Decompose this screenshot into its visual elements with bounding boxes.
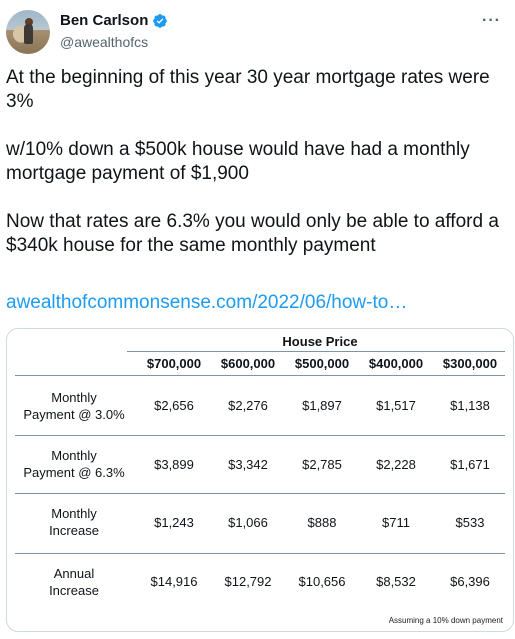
table-cell: $14,916 <box>150 574 198 589</box>
tweet-text: At the beginning of this year 30 year mo… <box>6 66 511 282</box>
author-name-row[interactable]: Ben Carlson <box>60 12 168 29</box>
table-cell: $2,656 <box>154 398 194 413</box>
attached-image-table[interactable]: House Price $700,000 $600,000 $500,000 $… <box>6 328 514 632</box>
table-cell: $10,656 <box>298 574 346 589</box>
table-cell: $3,899 <box>154 457 194 472</box>
table-cell: $533 <box>455 515 485 530</box>
table-cell: $711 <box>382 515 410 530</box>
tweet-paragraph: Now that rates are 6.3% you would only b… <box>6 211 499 256</box>
row-label: Monthly Increase <box>49 506 99 538</box>
row-label: Monthly Payment @ 3.0% <box>23 390 125 422</box>
table-cell: $1,671 <box>450 457 490 472</box>
table-cell: $8,532 <box>376 574 416 589</box>
table-divider <box>15 553 505 554</box>
avatar[interactable] <box>6 10 50 54</box>
column-header: $300,000 <box>442 356 498 371</box>
table-divider <box>15 435 505 436</box>
table-divider <box>15 375 505 376</box>
table-cell: $2,276 <box>228 398 268 413</box>
column-header: $400,000 <box>368 356 424 371</box>
verified-badge-icon <box>153 13 168 28</box>
table-cell: $1,066 <box>228 515 268 530</box>
table-divider <box>127 351 505 352</box>
column-header: $600,000 <box>220 356 276 371</box>
column-header: $500,000 <box>294 356 350 371</box>
table-title: House Price <box>282 334 358 349</box>
table-cell: $2,785 <box>302 457 342 472</box>
table-cell: $2,228 <box>376 457 416 472</box>
article-link[interactable]: awealthofcommonsense.com/2022/06/how-to… <box>6 292 408 313</box>
table-cell: $1,897 <box>302 398 342 413</box>
row-label: Annual Increase <box>49 566 99 598</box>
table-cell: $3,342 <box>228 457 268 472</box>
table-cell: $1,138 <box>450 398 490 413</box>
avatar-figure-body <box>24 24 33 44</box>
author-name[interactable]: Ben Carlson <box>60 12 149 29</box>
tweet-header: Ben Carlson @awealthofcs ··· <box>0 0 515 60</box>
column-header: $700,000 <box>146 356 202 371</box>
avatar-figure-head <box>25 18 33 26</box>
tweet-paragraph: At the beginning of this year 30 year mo… <box>6 67 490 112</box>
table-cell: $1,243 <box>154 515 194 530</box>
table-footnote: Assuming a 10% down payment <box>388 616 503 625</box>
author-handle[interactable]: @awealthofcs <box>60 34 149 50</box>
tweet-paragraph: w/10% down a $500k house would have had … <box>6 139 470 184</box>
table-cell: $888 <box>307 515 337 530</box>
table-cell: $1,517 <box>376 398 416 413</box>
table-cell: $6,396 <box>450 574 490 589</box>
table-divider <box>15 493 505 494</box>
row-label: Monthly Payment @ 6.3% <box>23 448 125 480</box>
table-cell: $12,792 <box>224 574 272 589</box>
more-options-icon[interactable]: ··· <box>482 12 501 29</box>
